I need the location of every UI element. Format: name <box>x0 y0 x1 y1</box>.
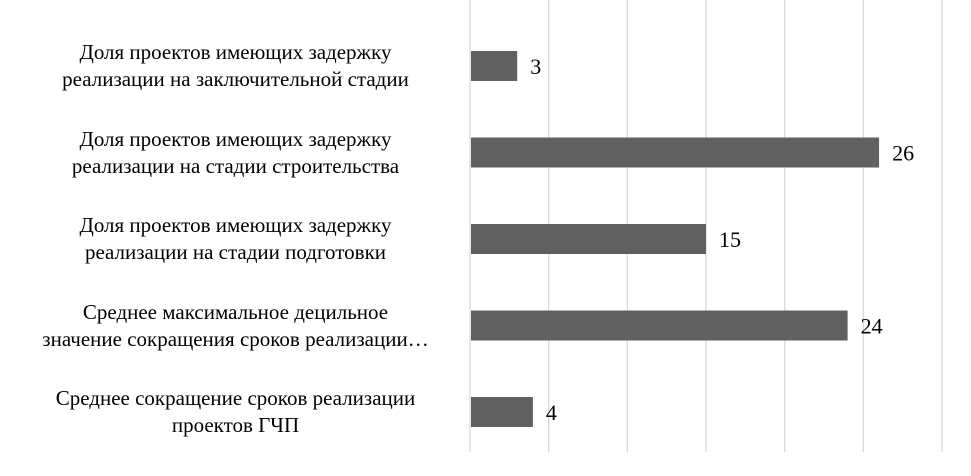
category-label: Доля проектов имеющих задержку реализаци… <box>62 40 409 91</box>
data-label: 24 <box>861 314 883 339</box>
data-label: 26 <box>892 141 914 166</box>
category-label: Среднее сокращение сроков реализации про… <box>55 386 416 437</box>
category-label: Среднее максимальное децильное значение … <box>42 299 429 351</box>
data-label: 3 <box>530 54 541 79</box>
bar <box>471 224 706 254</box>
bar <box>471 310 848 341</box>
bar <box>471 51 518 81</box>
category-label: Доля проектов имеющих задержку реализаци… <box>79 213 392 264</box>
bar <box>471 397 533 427</box>
data-label: 15 <box>719 227 741 252</box>
category-label: Доля проектов имеющих задержку реализаци… <box>71 126 400 178</box>
bar <box>471 137 880 168</box>
data-label: 4 <box>546 400 557 425</box>
